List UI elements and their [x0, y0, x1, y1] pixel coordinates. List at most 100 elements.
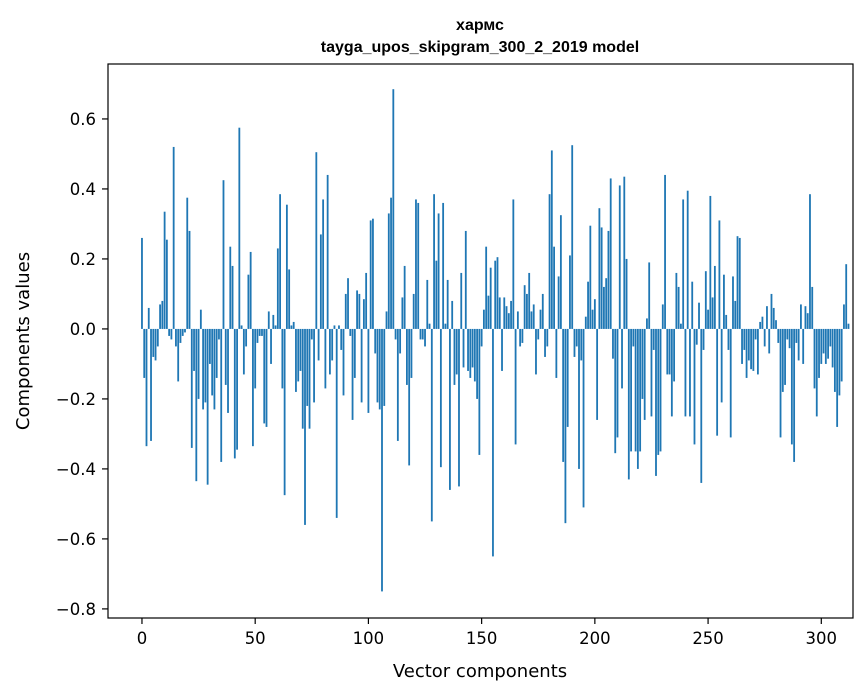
bar [623, 176, 626, 329]
bar [227, 328, 229, 413]
bar [589, 225, 592, 329]
bar [684, 328, 687, 417]
bar [455, 328, 458, 375]
bar [548, 194, 551, 329]
bar [616, 328, 619, 438]
bar [627, 328, 630, 480]
bar [598, 208, 601, 329]
bar [621, 328, 623, 389]
bar [467, 328, 469, 371]
bar [236, 328, 238, 450]
bar [412, 293, 415, 329]
bar [304, 328, 306, 525]
bar [521, 328, 524, 343]
bar [274, 325, 277, 329]
y-axis-ticks: −0.8 −0.6 −0.4 −0.2 0.0 0.2 0.4 0.6 [56, 110, 108, 619]
bar [831, 328, 834, 368]
bar [569, 255, 571, 329]
bar [406, 328, 408, 385]
bar [804, 306, 807, 329]
bar [193, 328, 195, 371]
bar [793, 328, 796, 462]
bar [698, 302, 700, 329]
bar [813, 328, 816, 389]
bar [720, 328, 723, 403]
bar [652, 328, 655, 350]
bar [487, 295, 490, 329]
bar [390, 197, 392, 329]
bar [319, 234, 322, 329]
bar [670, 328, 673, 417]
bar [612, 328, 614, 359]
bar [768, 328, 771, 354]
y-tick-label: −0.6 [56, 530, 96, 549]
bar [736, 236, 739, 329]
chart-title: хармс [456, 17, 504, 34]
bar [238, 127, 241, 329]
bar [743, 328, 746, 350]
bar [738, 237, 741, 329]
bar [247, 274, 250, 329]
bar [202, 328, 205, 410]
bar [444, 323, 447, 329]
bar [399, 328, 402, 354]
bar [535, 328, 537, 375]
bar [489, 267, 492, 329]
bar [231, 265, 234, 329]
bar [471, 328, 474, 368]
bar [700, 328, 703, 483]
bar [229, 246, 232, 329]
bar [299, 328, 302, 371]
bar [245, 328, 248, 347]
bar [492, 328, 494, 557]
bar [188, 230, 191, 329]
bar [356, 290, 358, 329]
bar [480, 328, 483, 347]
bar [310, 328, 313, 340]
bars-group [141, 89, 850, 592]
x-tick-label: 50 [245, 629, 266, 648]
bar [559, 215, 562, 329]
bar [175, 328, 177, 347]
bar [165, 239, 168, 329]
bar [442, 202, 445, 329]
bar [365, 272, 368, 329]
bar [150, 328, 152, 441]
bar [636, 328, 639, 469]
bar [677, 286, 680, 329]
bar [473, 328, 476, 382]
bar [809, 194, 811, 329]
bar [145, 328, 148, 447]
bar [326, 174, 329, 329]
bar [435, 260, 438, 329]
bar [252, 328, 254, 447]
bar [451, 300, 454, 329]
bar [618, 185, 621, 329]
bar [680, 323, 682, 329]
bar [661, 304, 664, 329]
bar [657, 328, 660, 455]
bar [258, 328, 261, 336]
x-tick-label: 300 [806, 629, 838, 648]
bar [707, 309, 709, 329]
bar [546, 328, 549, 347]
bar [528, 272, 531, 329]
bar [800, 304, 802, 329]
bar [476, 328, 479, 399]
bar [383, 328, 386, 406]
bar [673, 328, 676, 382]
bar [505, 306, 508, 329]
bar [763, 328, 766, 347]
bar [322, 199, 325, 329]
bar [725, 314, 728, 329]
bar [553, 246, 555, 329]
bar [845, 264, 848, 329]
bar [353, 328, 356, 378]
bar [378, 328, 381, 410]
bar [523, 285, 526, 329]
bar [732, 276, 734, 329]
bar [421, 328, 424, 340]
bar [335, 328, 338, 518]
bar [272, 314, 275, 329]
bar [829, 328, 832, 347]
